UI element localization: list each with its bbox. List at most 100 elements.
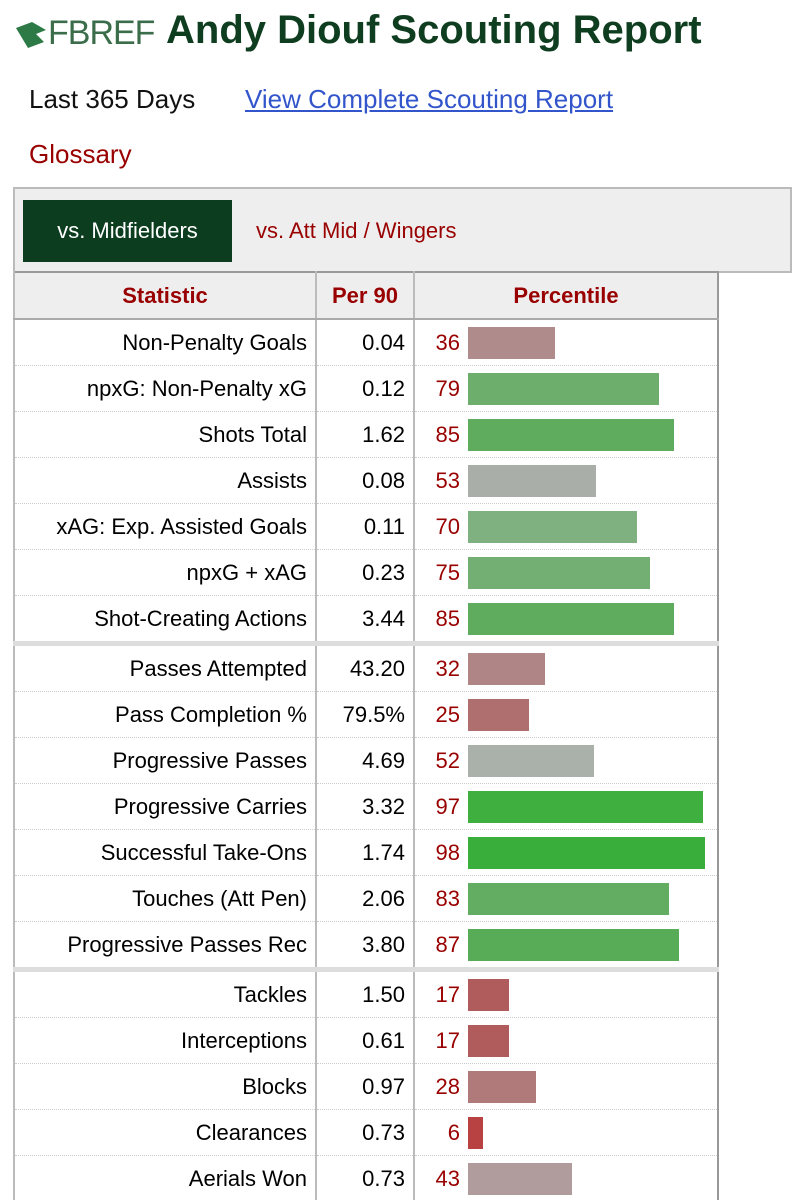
stat-name: npxG: Non-Penalty xG <box>13 365 316 412</box>
table-body: Non-Penalty Goals 0.04 36 npxG: Non-Penalty… <box>13 319 718 1200</box>
percentile-cell: 52 <box>413 737 718 784</box>
stat-row: Tackles 1.50 17 <box>13 967 718 1018</box>
percentile-bar <box>468 464 597 497</box>
stats-table: Statistic Per 90 Percentile Non-Penalty … <box>13 271 719 1200</box>
percentile-bar <box>468 836 706 869</box>
stat-name: Progressive Passes Rec <box>13 921 316 970</box>
percentile-cell: 17 <box>413 1017 718 1064</box>
stat-name: Shot-Creating Actions <box>13 595 316 644</box>
logo-text: FBREF <box>48 14 155 52</box>
percentile-value: 52 <box>435 747 460 773</box>
percentile-cell: 6 <box>413 1109 718 1156</box>
stat-row: Progressive Passes 4.69 52 <box>13 737 718 784</box>
percentile-value: 6 <box>447 1119 460 1145</box>
per90-value: 3.32 <box>315 783 414 830</box>
percentile-bar <box>468 882 669 915</box>
percentile-bar <box>468 602 674 635</box>
percentile-wrap: 17 <box>415 1018 717 1063</box>
per90-value: 3.80 <box>315 921 414 970</box>
percentile-bar <box>468 790 703 823</box>
percentile-bar <box>468 418 674 451</box>
per90-value: 0.12 <box>315 365 414 412</box>
percentile-wrap: 25 <box>415 692 717 737</box>
percentile-cell: 25 <box>413 691 718 738</box>
percentile-cell: 87 <box>413 921 718 970</box>
per90-value: 0.08 <box>315 457 414 504</box>
percentile-value: 17 <box>435 981 460 1007</box>
percentile-value: 79 <box>435 375 460 401</box>
percentile-cell: 43 <box>413 1155 718 1200</box>
percentile-wrap: 43 <box>415 1156 717 1200</box>
percentile-value: 28 <box>435 1073 460 1099</box>
percentile-bar <box>468 1116 483 1149</box>
percentile-cell: 83 <box>413 875 718 922</box>
percentile-value: 17 <box>435 1027 460 1053</box>
percentile-cell: 53 <box>413 457 718 504</box>
stat-name: Non-Penalty Goals <box>13 319 316 366</box>
per90-value: 1.74 <box>315 829 414 876</box>
per90-value: 4.69 <box>315 737 414 784</box>
per90-value: 0.11 <box>315 503 414 550</box>
per90-value: 0.04 <box>315 319 414 366</box>
percentile-bar <box>468 978 510 1011</box>
percentile-value: 83 <box>435 885 460 911</box>
column-header: Percentile <box>413 272 718 320</box>
tab[interactable]: vs. Att Mid / Wingers <box>256 218 457 243</box>
per90-value: 0.73 <box>315 1155 414 1200</box>
tab-active[interactable]: vs. Midfielders <box>23 200 232 262</box>
stat-row: Shot-Creating Actions 3.44 85 <box>13 595 718 644</box>
percentile-value: 85 <box>435 421 460 447</box>
percentile-cell: 36 <box>413 319 718 366</box>
percentile-bar <box>468 556 650 589</box>
stat-name: Blocks <box>13 1063 316 1110</box>
percentile-wrap: 97 <box>415 784 717 829</box>
percentile-bar <box>468 1162 573 1195</box>
per90-value: 43.20 <box>315 641 414 692</box>
percentile-wrap: 53 <box>415 458 717 503</box>
percentile-bar <box>468 1024 510 1057</box>
percentile-bar <box>468 326 556 359</box>
stat-row: Touches (Att Pen) 2.06 83 <box>13 875 718 922</box>
stat-row: npxG: Non-Penalty xG 0.12 79 <box>13 365 718 412</box>
percentile-bar <box>468 652 546 685</box>
stat-name: Assists <box>13 457 316 504</box>
percentile-value: 98 <box>435 839 460 865</box>
percentile-bar <box>468 1070 536 1103</box>
stat-name: Successful Take-Ons <box>13 829 316 876</box>
per90-value: 79.5% <box>315 691 414 738</box>
percentile-wrap: 36 <box>415 320 717 365</box>
percentile-wrap: 85 <box>415 412 717 457</box>
percentile-value: 36 <box>435 329 460 355</box>
percentile-wrap: 83 <box>415 876 717 921</box>
stat-name: Touches (Att Pen) <box>13 875 316 922</box>
glossary-link[interactable]: Glossary <box>29 139 132 169</box>
stat-name: Progressive Carries <box>13 783 316 830</box>
percentile-wrap: 32 <box>415 646 717 691</box>
stat-name: npxG + xAG <box>13 549 316 596</box>
percentile-wrap: 79 <box>415 366 717 411</box>
percentile-cell: 85 <box>413 411 718 458</box>
percentile-cell: 98 <box>413 829 718 876</box>
percentile-cell: 85 <box>413 595 718 644</box>
percentile-value: 53 <box>435 467 460 493</box>
report-link[interactable]: View Complete Scouting Report <box>245 84 614 114</box>
stat-name: Shots Total <box>13 411 316 458</box>
stat-row: xAG: Exp. Assisted Goals 0.11 70 <box>13 503 718 550</box>
per90-value: 3.44 <box>315 595 414 644</box>
per90-value: 0.61 <box>315 1017 414 1064</box>
percentile-wrap: 75 <box>415 550 717 595</box>
per90-value: 1.62 <box>315 411 414 458</box>
percentile-wrap: 17 <box>415 972 717 1017</box>
header-row: Statistic Per 90 Percentile <box>13 272 718 320</box>
stat-name: Passes Attempted <box>13 641 316 692</box>
stat-name: xAG: Exp. Assisted Goals <box>13 503 316 550</box>
percentile-wrap: 70 <box>415 504 717 549</box>
period: Last 365 Days <box>29 84 196 114</box>
stat-row: Progressive Carries 3.32 97 <box>13 783 718 830</box>
column-header: Per 90 <box>315 272 414 320</box>
stat-name: Interceptions <box>13 1017 316 1064</box>
stat-row: Interceptions 0.61 17 <box>13 1017 718 1064</box>
percentile-cell: 70 <box>413 503 718 550</box>
percentile-cell: 79 <box>413 365 718 412</box>
